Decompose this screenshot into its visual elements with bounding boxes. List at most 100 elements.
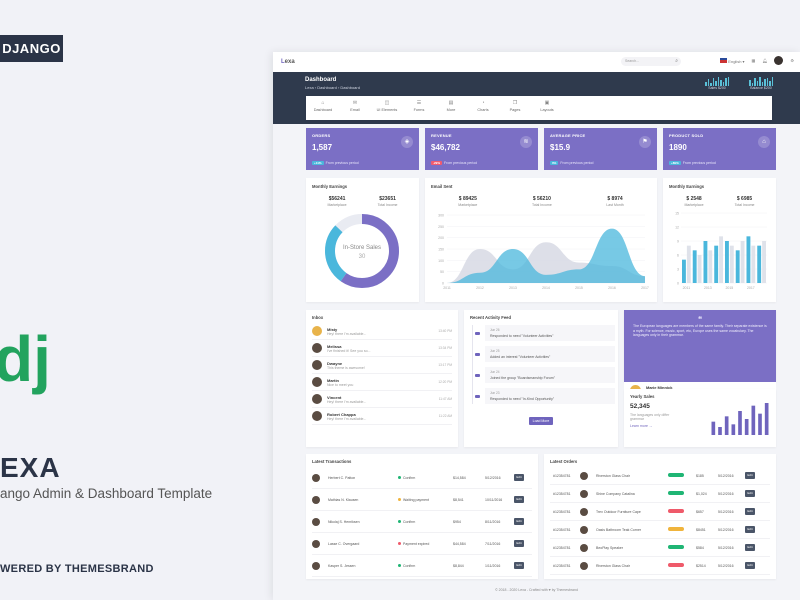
nav-ui-elements[interactable]: ◫ UI Elements <box>374 100 400 120</box>
learn-more-link[interactable]: Learn more → <box>630 424 653 428</box>
page-title: Dashboard <box>305 77 337 83</box>
activity-text: Added an interest "Volunteer Activities" <box>490 355 551 359</box>
bar <box>731 424 736 435</box>
table-row: Mathias N. Klausen Waiting payment $8,541 1… <box>312 489 532 511</box>
x-tick-label: 2015 <box>725 286 733 290</box>
date: 5/12/2016 <box>718 473 734 478</box>
inbox-item[interactable]: Misty Hey! there I'm available... 13:40 PM <box>312 323 452 340</box>
framework-badge: DJANGO <box>0 35 63 62</box>
sender-name: Dwayne <box>327 360 343 366</box>
inbox-card: Inbox Misty Hey! there I'm available... 13… <box>306 310 458 447</box>
yearly-desc: The languages only differ grammar <box>630 413 670 421</box>
balance-sparkline: Balance $200 <box>749 77 773 90</box>
amount: $8,844 <box>453 563 464 568</box>
form-icon: ☰ <box>416 100 422 106</box>
order-id: #12354781 <box>553 509 571 514</box>
user-avatar[interactable] <box>774 56 784 65</box>
stat-average-price: AVERAGE PRICE $15.9 ⚑ 0% From previous per… <box>544 128 657 170</box>
date: 5/12/2016 <box>485 475 501 480</box>
breadcrumb: Lexa › Dashboard › Dashboard <box>305 85 360 90</box>
x-tick-label: 2016 <box>608 286 616 290</box>
status-badge: Confirm <box>395 475 450 480</box>
sender-name: Martin <box>327 377 339 383</box>
search-icon: ⌕ <box>675 58 678 64</box>
nav-charts[interactable]: ◔ Charts <box>470 100 496 120</box>
edit-button[interactable]: Edit <box>514 518 524 525</box>
table-row: #12354781 Shine Company Catalina $1,024 5/1… <box>550 485 770 503</box>
message-time: 11:47 AM <box>438 397 452 401</box>
bar <box>724 416 729 435</box>
edit-button[interactable]: Edit <box>514 540 524 547</box>
customer-avatar <box>312 539 320 548</box>
transactions-card: Latest Transactions Herbert C. Patton Con… <box>306 454 538 579</box>
status-badge: Confirm <box>395 519 450 524</box>
sales-sparkline: Sales $200 <box>705 77 729 90</box>
inbox-item[interactable]: Martin Nice to meet you 12:20 PM <box>312 374 452 391</box>
django-logo: dj <box>0 323 51 395</box>
order-id: #12354781 <box>553 491 571 496</box>
edit-button[interactable]: Edit <box>745 526 755 533</box>
activity-date: Jun 26 <box>490 328 500 332</box>
inbox-item[interactable]: Melissa I've finished it! See you so... 13… <box>312 340 452 357</box>
edit-button[interactable]: Edit <box>514 474 524 481</box>
search-input[interactable]: Search... ⌕ <box>621 57 681 66</box>
language-selector[interactable]: English ▾ <box>720 57 745 64</box>
y-tick-label: 0 <box>442 282 444 286</box>
amount: $14,584 <box>453 475 466 480</box>
date: 5/12/2016 <box>718 563 734 568</box>
inbox-item[interactable]: Robert Chappa Hey! there I'm available...… <box>312 408 452 425</box>
donut-segment-2 <box>325 214 399 288</box>
activity-item: Jun 26 Responded to need "Volunteer Activ… <box>475 325 615 341</box>
bell-icon[interactable]: 🔔︎ <box>762 58 768 63</box>
y-tick-label: 3 <box>677 268 679 272</box>
sender-avatar <box>312 360 322 370</box>
edit-button[interactable]: Edit <box>745 562 755 569</box>
customer-name: Lasse C. Overgaard <box>328 541 360 546</box>
nav-forms[interactable]: ☰ Forms <box>406 100 432 120</box>
activity-date: Jun 25 <box>490 349 500 353</box>
activity-item: Jun 23 Responded to need "In-Kind Opportu… <box>475 388 615 404</box>
bar <box>757 245 762 283</box>
yearly-bar-chart <box>711 403 769 435</box>
edit-button[interactable]: Edit <box>745 544 755 551</box>
quote-text: The European languages are members of th… <box>633 324 767 338</box>
load-more-button[interactable]: Load More <box>528 417 554 425</box>
app-logo[interactable]: Lexa <box>281 59 295 65</box>
bar-chart: 0 3 6 9 12 15 2011 2013 2015 2017 <box>675 212 767 290</box>
amount: $8,541 <box>453 497 464 502</box>
donut-value: 30 <box>359 254 366 260</box>
status-pill <box>665 545 693 550</box>
product-name: Oasis Bathroom Teak Corner <box>596 527 642 532</box>
edit-button[interactable]: Edit <box>514 496 524 503</box>
inbox-item[interactable]: Vincent Hey! there I'm available... 11:47 … <box>312 391 452 408</box>
price: $185 <box>696 473 704 478</box>
edit-button[interactable]: Edit <box>745 472 755 479</box>
product-thumb <box>580 471 588 480</box>
edit-button[interactable]: Edit <box>514 562 524 569</box>
table-row: #12354781 Riverston Glass Chair $2514 5/12/… <box>550 557 770 575</box>
table-row: #12354781 BeoPlay Speaker $584 5/12/2016 Edi… <box>550 539 770 557</box>
message-preview: Nice to meet you <box>327 382 354 387</box>
donut-chart: In-Store Sales 30 <box>325 214 399 288</box>
customer-avatar <box>312 517 320 526</box>
nav-dashboard[interactable]: ⌂ Dashboard <box>310 100 336 120</box>
edit-button[interactable]: Edit <box>745 490 755 497</box>
price: $657 <box>696 509 704 514</box>
message-time: 11:22 AM <box>438 414 452 418</box>
bar <box>708 250 713 283</box>
gear-icon[interactable]: ⚙ <box>790 58 794 63</box>
bar <box>711 421 716 435</box>
nav-more[interactable]: ▤ More <box>438 100 464 120</box>
edit-button[interactable]: Edit <box>745 508 755 515</box>
nav-email[interactable]: ✉ Email <box>342 100 368 120</box>
nav-layouts[interactable]: ▣ Layouts <box>534 100 560 120</box>
nav-pages[interactable]: ❐ Pages <box>502 100 528 120</box>
activity-text: Responded to need "Volunteer Activities" <box>490 334 554 338</box>
bar <box>762 241 766 283</box>
y-tick-label: 0 <box>677 282 679 286</box>
customer-avatar <box>312 495 320 504</box>
timeline-dot <box>475 374 480 377</box>
inbox-item[interactable]: Dwayne This theme is awesome! 13:17 PM <box>312 357 452 374</box>
bag-icon: ⌂ <box>758 136 770 148</box>
grid-icon[interactable]: ▦ <box>751 58 756 63</box>
